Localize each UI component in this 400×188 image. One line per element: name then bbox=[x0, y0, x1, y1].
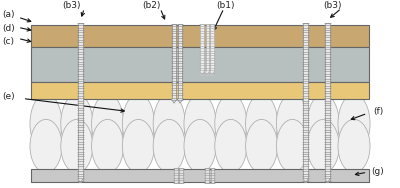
Bar bbox=[30, 24, 370, 47]
Bar bbox=[172, 24, 176, 100]
Bar bbox=[78, 23, 83, 181]
Ellipse shape bbox=[92, 119, 124, 173]
Ellipse shape bbox=[30, 94, 62, 153]
Ellipse shape bbox=[184, 94, 216, 153]
Ellipse shape bbox=[246, 94, 278, 153]
Bar bbox=[178, 24, 182, 100]
Ellipse shape bbox=[92, 94, 124, 153]
Text: (e): (e) bbox=[3, 92, 15, 101]
Ellipse shape bbox=[184, 119, 216, 173]
Bar bbox=[325, 23, 330, 181]
Bar bbox=[30, 169, 370, 182]
Ellipse shape bbox=[122, 94, 154, 153]
Ellipse shape bbox=[215, 94, 247, 153]
Ellipse shape bbox=[61, 119, 93, 173]
Bar bbox=[30, 82, 370, 99]
Text: (b2): (b2) bbox=[142, 2, 160, 11]
Ellipse shape bbox=[307, 94, 339, 153]
Ellipse shape bbox=[153, 119, 185, 173]
Polygon shape bbox=[78, 179, 83, 183]
Ellipse shape bbox=[61, 94, 93, 153]
Ellipse shape bbox=[246, 119, 278, 173]
Text: (b3): (b3) bbox=[62, 2, 81, 11]
Bar bbox=[304, 23, 308, 181]
Ellipse shape bbox=[338, 119, 370, 173]
Polygon shape bbox=[206, 72, 209, 75]
Ellipse shape bbox=[215, 119, 247, 173]
Polygon shape bbox=[200, 72, 204, 75]
Ellipse shape bbox=[276, 94, 308, 153]
Ellipse shape bbox=[338, 94, 370, 153]
Polygon shape bbox=[304, 179, 308, 183]
Ellipse shape bbox=[276, 119, 308, 173]
Ellipse shape bbox=[30, 119, 62, 173]
Bar bbox=[180, 168, 183, 183]
Bar bbox=[174, 168, 178, 183]
Bar bbox=[205, 168, 209, 183]
Text: (d): (d) bbox=[3, 24, 16, 33]
Ellipse shape bbox=[153, 94, 185, 153]
Polygon shape bbox=[325, 179, 330, 183]
Polygon shape bbox=[210, 72, 214, 75]
Text: (b3): (b3) bbox=[324, 2, 342, 11]
Polygon shape bbox=[178, 100, 182, 103]
Bar bbox=[210, 24, 214, 73]
Text: (f): (f) bbox=[373, 107, 384, 116]
Bar bbox=[30, 47, 370, 82]
Bar bbox=[206, 24, 209, 73]
Text: (b1): (b1) bbox=[216, 2, 234, 11]
Polygon shape bbox=[172, 100, 176, 103]
Bar bbox=[200, 24, 204, 73]
Text: (a): (a) bbox=[3, 10, 15, 19]
Text: (g): (g) bbox=[372, 167, 384, 176]
Ellipse shape bbox=[122, 119, 154, 173]
Bar bbox=[210, 168, 214, 183]
Text: (c): (c) bbox=[3, 37, 15, 46]
Ellipse shape bbox=[307, 119, 339, 173]
